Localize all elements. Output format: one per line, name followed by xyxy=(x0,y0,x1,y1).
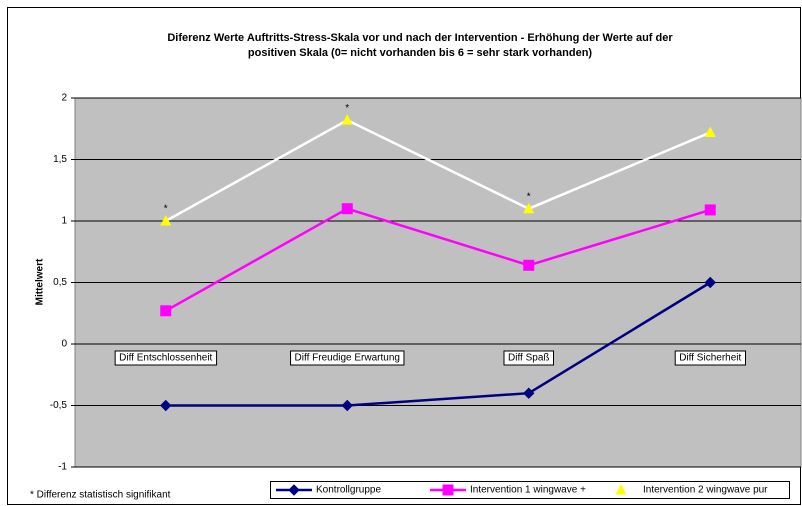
y-tick-label: 1 xyxy=(61,216,67,227)
x-tick-label-box xyxy=(114,350,218,366)
marker xyxy=(704,276,716,289)
marker xyxy=(523,387,535,399)
legend-label: Intervention 1 wingwave + xyxy=(470,485,586,496)
y-tick-label: -0,5 xyxy=(50,400,68,411)
footnote: * Differenz statistisch signifikant xyxy=(30,490,171,501)
y-tick-label: 1,5 xyxy=(53,154,67,165)
chart-title: Diferenz Werte Auftritts-Stress-Skala vo… xyxy=(167,32,673,44)
marker xyxy=(160,215,172,226)
point-label: * xyxy=(527,191,531,202)
x-tick-label: Diff Spaß xyxy=(508,353,550,364)
series-line xyxy=(165,118,711,223)
marker xyxy=(615,484,627,495)
marker xyxy=(341,399,353,412)
marker xyxy=(160,399,172,412)
marker xyxy=(523,202,535,214)
marker xyxy=(704,204,716,216)
x-tick-label: Diff Sicherheit xyxy=(679,353,741,364)
series-line xyxy=(165,207,711,312)
x-tick-label: Diff Freudige Erwartung xyxy=(295,353,400,364)
marker xyxy=(523,259,535,271)
legend-label: Intervention 2 wingwave pur xyxy=(643,485,768,496)
marker xyxy=(442,484,454,496)
marker xyxy=(288,484,300,496)
x-tick-label-box xyxy=(290,350,405,366)
y-tick-label: -1 xyxy=(58,462,67,473)
chart-title: positiven Skala (0= nicht vorhanden bis … xyxy=(248,47,593,59)
marker xyxy=(341,114,353,125)
x-tick-label: Diff Entschlossenheit xyxy=(119,353,212,364)
marker xyxy=(341,203,353,215)
x-tick-label-box xyxy=(503,350,554,366)
y-tick-label: 0 xyxy=(61,339,67,350)
y-tick-label: 2 xyxy=(61,93,67,104)
y-axis-label: Mittelwert xyxy=(35,258,46,305)
legend-box xyxy=(270,481,790,499)
legend-label: Kontrollgruppe xyxy=(316,485,381,496)
marker xyxy=(704,126,716,137)
point-label: * xyxy=(164,204,168,215)
series-line xyxy=(165,281,711,407)
x-tick-label-box xyxy=(674,350,746,366)
point-label: * xyxy=(345,103,349,114)
marker xyxy=(160,305,172,317)
y-tick-label: 0,5 xyxy=(53,277,67,288)
